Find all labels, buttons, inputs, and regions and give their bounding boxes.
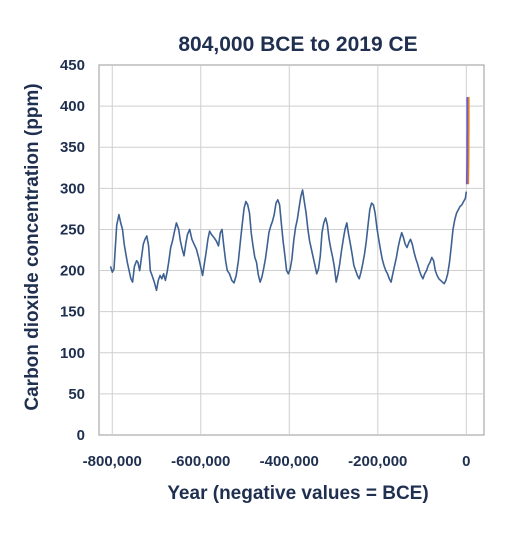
y-tick-label: 0 bbox=[77, 427, 85, 444]
y-tick-label: 200 bbox=[60, 263, 85, 280]
y-tick-label: 150 bbox=[60, 304, 85, 321]
plot-area bbox=[98, 64, 485, 436]
x-tick-label: -600,000 bbox=[171, 453, 230, 470]
x-tick-label: 0 bbox=[462, 453, 470, 470]
series-line-modern-orange bbox=[466, 97, 470, 185]
x-tick-label: -400,000 bbox=[260, 453, 319, 470]
y-tick-label: 400 bbox=[60, 98, 85, 115]
y-tick-label: 300 bbox=[60, 180, 85, 197]
x-tick-label: -200,000 bbox=[348, 453, 407, 470]
y-tick-label: 50 bbox=[68, 386, 85, 403]
series-line-ice-core bbox=[109, 189, 468, 292]
grid bbox=[99, 65, 484, 435]
series-line-modern-purple bbox=[465, 97, 468, 185]
series-lines bbox=[109, 97, 470, 292]
y-tick-label: 100 bbox=[60, 345, 85, 362]
y-tick-label: 350 bbox=[60, 139, 85, 156]
y-tick-label: 450 bbox=[60, 57, 85, 74]
y-axis-label: Carbon dioxide concentration (ppm) bbox=[22, 83, 43, 410]
x-axis: -800,000 -600,000 -400,000 -200,000 0 bbox=[83, 453, 471, 470]
x-tick-label: -800,000 bbox=[83, 453, 142, 470]
y-axis: 0 50 100 150 200 250 300 350 400 450 bbox=[60, 57, 85, 444]
chart-title: 804,000 BCE to 2019 CE bbox=[178, 33, 417, 56]
y-tick-label: 250 bbox=[60, 221, 85, 238]
x-axis-label: Year (negative values = BCE) bbox=[167, 483, 428, 504]
